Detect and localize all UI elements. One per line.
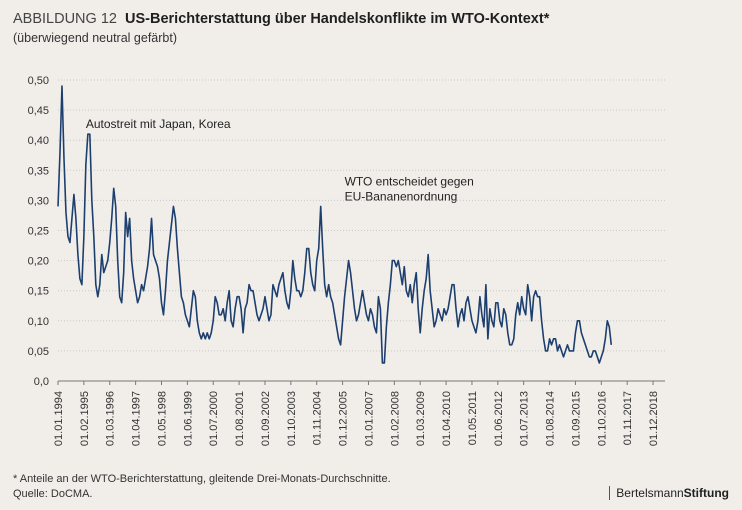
x-tick-label: 01.09.2002 xyxy=(260,391,272,446)
x-tick-label: 01.04.1997 xyxy=(131,391,143,446)
annotations: Autostreit mit Japan, Korea WTO entscheid… xyxy=(86,117,474,203)
x-tick-label: 01.07.2013 xyxy=(519,391,531,446)
y-axis-ticks: 0,0 0,05 0,10 0,15 0,20 0,25 0,30 0,35 0,40 0,45 0… xyxy=(28,75,49,388)
x-tick-label: 01.10.2016 xyxy=(596,391,608,446)
title-line: ABBILDUNG 12 US-Berichterstattung über H… xyxy=(13,9,549,29)
brand-part1: Bertelsmann xyxy=(616,486,684,500)
brand-logo: BertelsmannStiftung xyxy=(609,486,729,500)
y-tick-label: 0,40 xyxy=(28,135,49,147)
x-tick-label: 01.05.1998 xyxy=(156,391,168,446)
y-tick-label: 0,30 xyxy=(28,195,49,207)
x-tick-label: 01.08.2001 xyxy=(234,391,246,446)
y-tick-label: 0,45 xyxy=(28,105,49,117)
series-line xyxy=(57,85,613,364)
x-tick-label: 01.08.2014 xyxy=(545,391,557,446)
y-tick-label: 0,50 xyxy=(28,75,49,87)
x-tick-label: 01.02.1995 xyxy=(79,391,91,446)
source-note: Quelle: DoCMA. xyxy=(13,488,93,500)
y-tick-label: 0,20 xyxy=(28,256,49,268)
chart-footer: * Anteile an der WTO-Berichterstattung, … xyxy=(13,472,391,502)
annotation-label: WTO entscheidet gegen xyxy=(345,174,474,188)
footnote: * Anteile an der WTO-Berichterstattung, … xyxy=(13,473,391,485)
y-gridlines xyxy=(58,79,665,382)
x-tick-label: 01.06.1999 xyxy=(182,391,194,446)
y-tick-label: 0,15 xyxy=(28,286,49,298)
chart-title: US-Berichterstattung über Handelskonflik… xyxy=(125,11,550,27)
annotation-label: Autostreit mit Japan, Korea xyxy=(86,117,231,131)
x-tick-label: 01.11.2017 xyxy=(622,391,634,445)
x-tick-label: 01.09.2015 xyxy=(570,391,582,446)
x-tick-label: 01.07.2000 xyxy=(208,391,220,446)
annotation-label: EU-Bananenordnung xyxy=(345,189,458,203)
x-tick-label: 01.11.2004 xyxy=(312,391,324,445)
x-tick-label: 01.12.2018 xyxy=(648,391,660,446)
y-tick-label: 0,05 xyxy=(28,346,49,358)
x-tick-label: 01.06.2012 xyxy=(493,391,505,446)
x-tick-label: 01.03.2009 xyxy=(415,391,427,446)
x-tick-label: 01.01.2007 xyxy=(363,391,375,446)
brand-part2: Stiftung xyxy=(683,486,729,500)
y-tick-label: 0,25 xyxy=(28,226,49,238)
x-tick-label: 01.04.2010 xyxy=(441,391,453,446)
chart-header: ABBILDUNG 12 US-Berichterstattung über H… xyxy=(13,9,549,45)
x-tick-label: 01.03.1996 xyxy=(105,391,117,446)
figure-label: ABBILDUNG 12 xyxy=(13,11,117,27)
y-tick-label: 0,10 xyxy=(28,316,49,328)
y-tick-label: 0,0 xyxy=(34,376,49,388)
x-tick-label: 01.01.1994 xyxy=(53,391,65,446)
x-tick-label: 01.02.2008 xyxy=(389,391,401,446)
x-tick-label: 01.10.2003 xyxy=(286,391,298,446)
x-axis: 01.01.1994 01.02.1995 01.03.1996 01.04.1997… xyxy=(53,381,660,446)
x-tick-label: 01.05.2011 xyxy=(467,391,479,445)
chart-subtitle: (überwiegend neutral gefärbt) xyxy=(13,31,177,45)
x-tick-label: 01.12.2005 xyxy=(338,391,350,446)
y-tick-label: 0,35 xyxy=(28,165,49,177)
